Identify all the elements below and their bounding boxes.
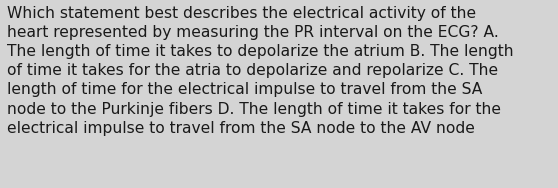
Text: Which statement best describes the electrical activity of the
heart represented : Which statement best describes the elect…	[7, 6, 514, 136]
